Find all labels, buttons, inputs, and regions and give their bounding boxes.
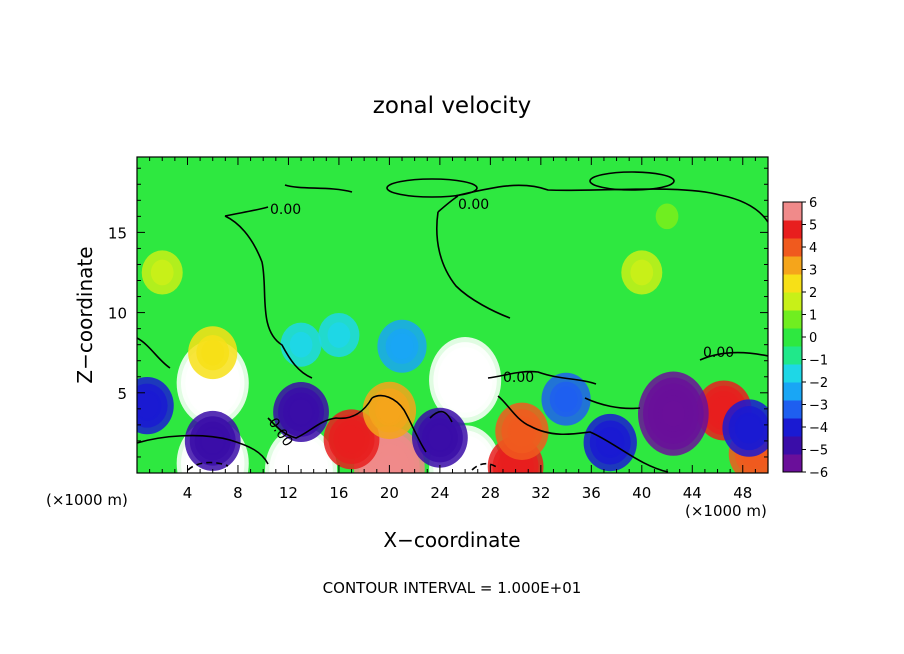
- colorbar-swatch: [783, 400, 802, 419]
- x-tick-label: 32: [531, 484, 550, 502]
- colorbar-swatch: [783, 328, 802, 347]
- closed-contour: [386, 178, 478, 198]
- colorbar: 6 5 4 3 2 1 0 −1 −2 −3 −4 −5 −6: [782, 196, 828, 481]
- x-tick-label: 4: [183, 484, 193, 502]
- y-axis-label: Z−coordinate: [73, 246, 97, 383]
- colorbar-swatch: [783, 382, 802, 401]
- field-core: [378, 455, 401, 473]
- colorbar-swatch: [783, 346, 802, 365]
- colorbar-swatch: [783, 436, 802, 455]
- colorbar-swatch: [783, 418, 802, 437]
- field-core: [327, 322, 351, 348]
- colorbar-swatch: [783, 202, 802, 221]
- y-tick-labels: 5 10 15: [108, 224, 127, 402]
- contour-label: 0.00: [503, 370, 534, 386]
- contour-label: 0.00: [270, 202, 301, 218]
- field-core: [150, 259, 174, 286]
- field-core: [737, 415, 761, 441]
- field-core: [289, 456, 313, 473]
- colorbar-ticks: 6 5 4 3 2 1 0 −1 −2 −3 −4 −5 −6: [802, 196, 828, 481]
- x-tick-label: 24: [430, 484, 449, 502]
- colorbar-swatch: [783, 220, 802, 239]
- x-tick-label: 44: [683, 484, 702, 502]
- x-unit-right: (×1000 m): [685, 502, 767, 520]
- plot-area: 0.00 0.00 0.00 0.00 0.00: [136, 156, 769, 474]
- colorbar-swatch: [783, 274, 802, 293]
- colorbar-tick-label: −1: [809, 354, 828, 369]
- x-unit-left: (×1000 m): [46, 491, 128, 509]
- colorbar-tick-label: 3: [809, 264, 817, 279]
- closed-contour: [589, 171, 675, 191]
- colorbar-swatch: [783, 310, 802, 329]
- colorbar-swatch: [783, 292, 802, 311]
- negative-contour: [187, 461, 499, 471]
- colorbar-tick-label: −3: [809, 399, 828, 414]
- field-core: [655, 203, 679, 230]
- colorbar-tick-label: 1: [809, 309, 817, 324]
- axis-ticks: [137, 157, 768, 473]
- colorbar-tick-label: 6: [809, 196, 817, 211]
- field-core: [201, 339, 225, 366]
- colorbar-tick-label: −2: [809, 376, 828, 391]
- x-tick-label: 16: [329, 484, 348, 502]
- x-axis-label: X−coordinate: [383, 528, 520, 552]
- colorbar-tick-label: −6: [809, 466, 828, 481]
- chart-title: zonal velocity: [373, 93, 531, 119]
- x-tick-label: 28: [481, 484, 500, 502]
- field-core: [453, 367, 477, 393]
- colorbar-tick-label: −4: [809, 421, 828, 436]
- field-core: [340, 426, 363, 453]
- colorbar-swatch: [783, 256, 802, 275]
- field-core: [201, 428, 225, 454]
- colorbar-swatch: [783, 454, 802, 473]
- field-core: [390, 333, 414, 360]
- colorbar-swatches: [783, 202, 802, 473]
- field-core: [289, 399, 313, 425]
- field-core: [453, 455, 477, 473]
- colorbar-tick-label: −5: [809, 444, 828, 459]
- colorbar-swatch: [783, 238, 802, 257]
- contour-labels: 0.00 0.00 0.00 0.00 0.00: [265, 197, 734, 450]
- field-core: [554, 386, 578, 413]
- x-tick-label: 12: [279, 484, 298, 502]
- contour-label: 0.00: [458, 197, 489, 213]
- field-core: [661, 400, 685, 427]
- field-core: [630, 259, 654, 286]
- field-core: [378, 397, 401, 424]
- contour-interval-note: CONTOUR INTERVAL = 1.000E+01: [323, 579, 582, 597]
- field-core: [510, 418, 534, 445]
- colorbar-tick-label: 5: [809, 219, 817, 234]
- zero-contour-lower: [137, 351, 768, 473]
- velocity-field: [137, 203, 768, 473]
- x-tick-label: 40: [632, 484, 651, 502]
- field-core: [289, 331, 313, 358]
- zero-contour-upper: [137, 184, 768, 379]
- x-tick-label: 48: [733, 484, 752, 502]
- contour-label: 0.00: [703, 345, 734, 361]
- colorbar-tick-label: 2: [809, 286, 817, 301]
- field-core: [428, 424, 452, 451]
- contour-lines: [137, 171, 768, 473]
- y-tick-label: 15: [108, 224, 127, 242]
- colorbar-swatch: [783, 364, 802, 383]
- x-tick-label: 36: [582, 484, 601, 502]
- y-tick-label: 10: [108, 305, 127, 323]
- y-tick-label: 5: [117, 385, 127, 403]
- x-tick-label: 8: [233, 484, 243, 502]
- colorbar-tick-label: 4: [809, 241, 817, 256]
- colorbar-tick-label: 0: [809, 331, 817, 346]
- x-tick-label: 20: [380, 484, 399, 502]
- field-core: [137, 392, 159, 419]
- x-tick-labels: 4 8 12 16 20 24 28 32 36 40 44 48: [183, 484, 753, 502]
